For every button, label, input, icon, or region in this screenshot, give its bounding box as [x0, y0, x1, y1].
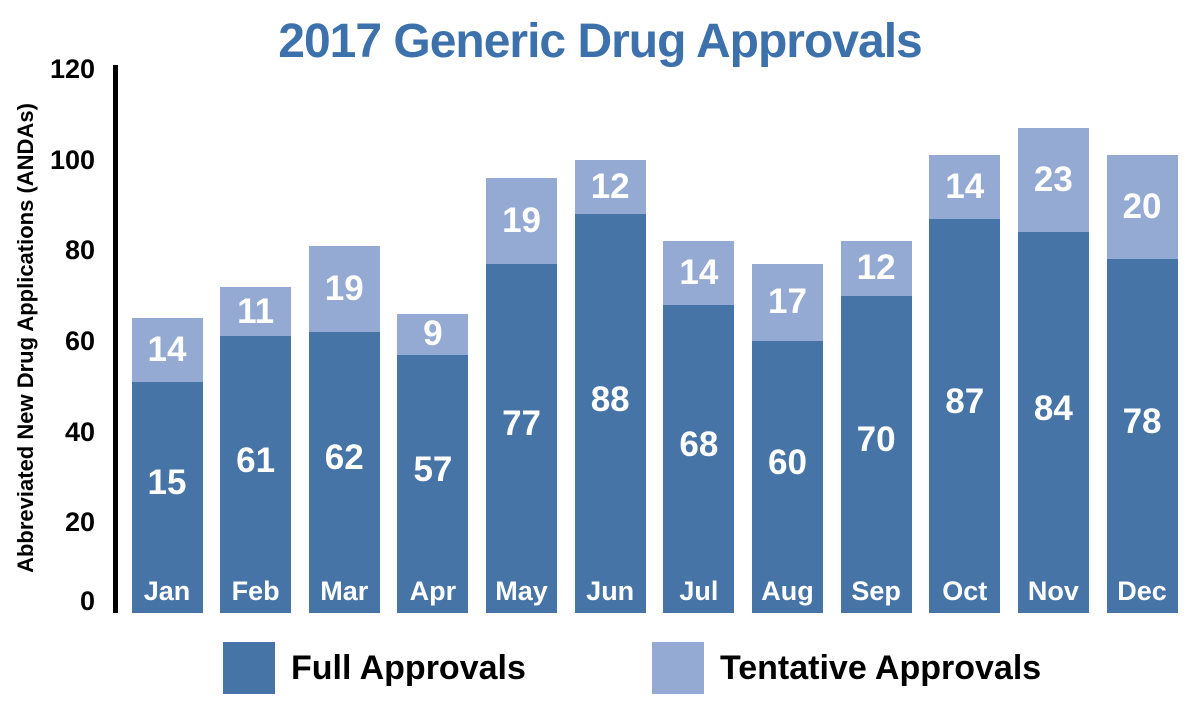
bar-tentative-segment-aug	[751, 263, 823, 341]
bar-month-label-may: May	[495, 576, 548, 606]
bar-month-label-nov: Nov	[1027, 576, 1079, 606]
bar-tentative-segment-jul	[663, 241, 735, 305]
bar-tentative-value-label-dec: 20	[1122, 187, 1162, 227]
legend-item-full-approvals: Full Approvals	[223, 642, 526, 694]
y-tick-label: 60	[64, 326, 95, 356]
bar-full-value-label-jul: 68	[679, 424, 719, 464]
bar-full-segment-jul	[663, 304, 735, 613]
y-axis-line	[113, 65, 118, 613]
bar-tentative-value-label-aug: 17	[768, 282, 807, 322]
bar-full-segment-may	[486, 263, 558, 613]
bar-full-segment-aug	[751, 341, 823, 613]
bar-tentative-value-label-nov: 23	[1033, 160, 1073, 200]
bar-full-value-label-sep: 70	[856, 420, 896, 460]
y-tick-label: 120	[49, 54, 95, 84]
bar-month-label-jan: Jan	[143, 576, 191, 606]
bar-tentative-value-label-apr: 9	[423, 314, 443, 354]
bar-tentative-value-label-jun: 12	[590, 166, 630, 206]
bar-tentative-value-label-may: 19	[502, 200, 542, 240]
legend-label-tentative-approvals: Tentative Approvals	[720, 648, 1042, 687]
bar-tentative-segment-oct	[929, 155, 1001, 219]
bar-month-label-aug: Aug	[761, 576, 814, 606]
bar-tentative-segment-sep	[840, 241, 912, 296]
bar-month-label-mar: Mar	[320, 576, 369, 606]
bar-full-segment-apr	[397, 354, 469, 613]
bar-tentative-value-label-jan: 14	[147, 330, 187, 370]
bar-month-label-apr: Apr	[409, 576, 457, 606]
bar-full-value-label-jun: 88	[590, 379, 630, 419]
bar-tentative-segment-dec	[1106, 155, 1178, 260]
legend-swatch-tentative-approvals	[652, 642, 704, 694]
bar-tentative-segment-jan	[131, 318, 203, 382]
bar-full-segment-dec	[1106, 259, 1178, 613]
y-tick-label: 80	[64, 235, 95, 266]
bar-full-value-label-may: 77	[502, 404, 542, 444]
bar-full-segment-jan	[131, 381, 203, 613]
bar-full-segment-jun	[574, 214, 646, 613]
bar-tentative-value-label-oct: 14	[945, 166, 985, 206]
bar-full-segment-oct	[929, 218, 1001, 613]
bar-tentative-segment-mar	[308, 245, 380, 332]
bar-tentative-segment-apr	[397, 313, 469, 355]
bar-tentative-segment-jun	[574, 159, 646, 215]
bar-tentative-segment-feb	[220, 286, 292, 337]
bar-tentative-segment-nov	[1017, 127, 1089, 233]
bar-tentative-value-label-feb: 11	[237, 291, 275, 331]
bar-full-value-label-apr: 57	[413, 449, 453, 489]
chart-title: 2017 Generic Drug Approvals	[278, 15, 922, 68]
bar-full-value-label-jan: 15	[147, 463, 187, 503]
bar-month-label-feb: Feb	[231, 576, 280, 606]
bar-full-value-label-feb: 61	[236, 440, 276, 480]
bar-full-segment-nov	[1017, 232, 1089, 613]
bar-tentative-value-label-mar: 19	[324, 268, 364, 308]
y-tick-label: 100	[49, 144, 95, 175]
bar-full-value-label-dec: 78	[1122, 402, 1162, 442]
bar-month-label-dec: Dec	[1117, 576, 1167, 606]
bar-tentative-segment-may	[486, 177, 558, 264]
bar-month-label-jul: Jul	[679, 576, 719, 606]
y-tick-label: 0	[79, 586, 95, 616]
y-tick-label: 20	[64, 507, 95, 538]
bar-tentative-value-label-sep: 12	[856, 248, 896, 288]
bar-full-value-label-aug: 60	[768, 443, 807, 482]
legend-swatch-full-approvals	[223, 642, 275, 694]
legend-item-tentative-approvals: Tentative Approvals	[652, 642, 1041, 694]
bar-tentative-value-label-jul: 14	[679, 253, 719, 292]
bar-full-value-label-mar: 62	[324, 438, 364, 478]
legend-label-full-approvals: Full Approvals	[291, 648, 526, 687]
bar-full-value-label-oct: 87	[945, 381, 985, 421]
bar-month-label-jun: Jun	[586, 576, 635, 606]
y-tick-label: 40	[64, 416, 95, 447]
bar-full-segment-mar	[308, 331, 380, 613]
bar-full-segment-feb	[220, 336, 292, 613]
bar-full-value-label-nov: 84	[1033, 388, 1073, 428]
bar-month-label-oct: Oct	[942, 576, 988, 606]
bar-full-segment-sep	[840, 295, 912, 613]
bar-month-label-sep: Sep	[851, 576, 901, 606]
